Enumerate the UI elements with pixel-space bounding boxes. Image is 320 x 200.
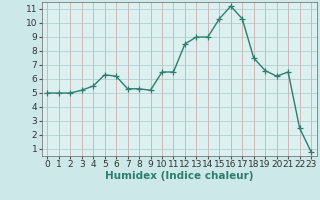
X-axis label: Humidex (Indice chaleur): Humidex (Indice chaleur) [105, 171, 253, 181]
